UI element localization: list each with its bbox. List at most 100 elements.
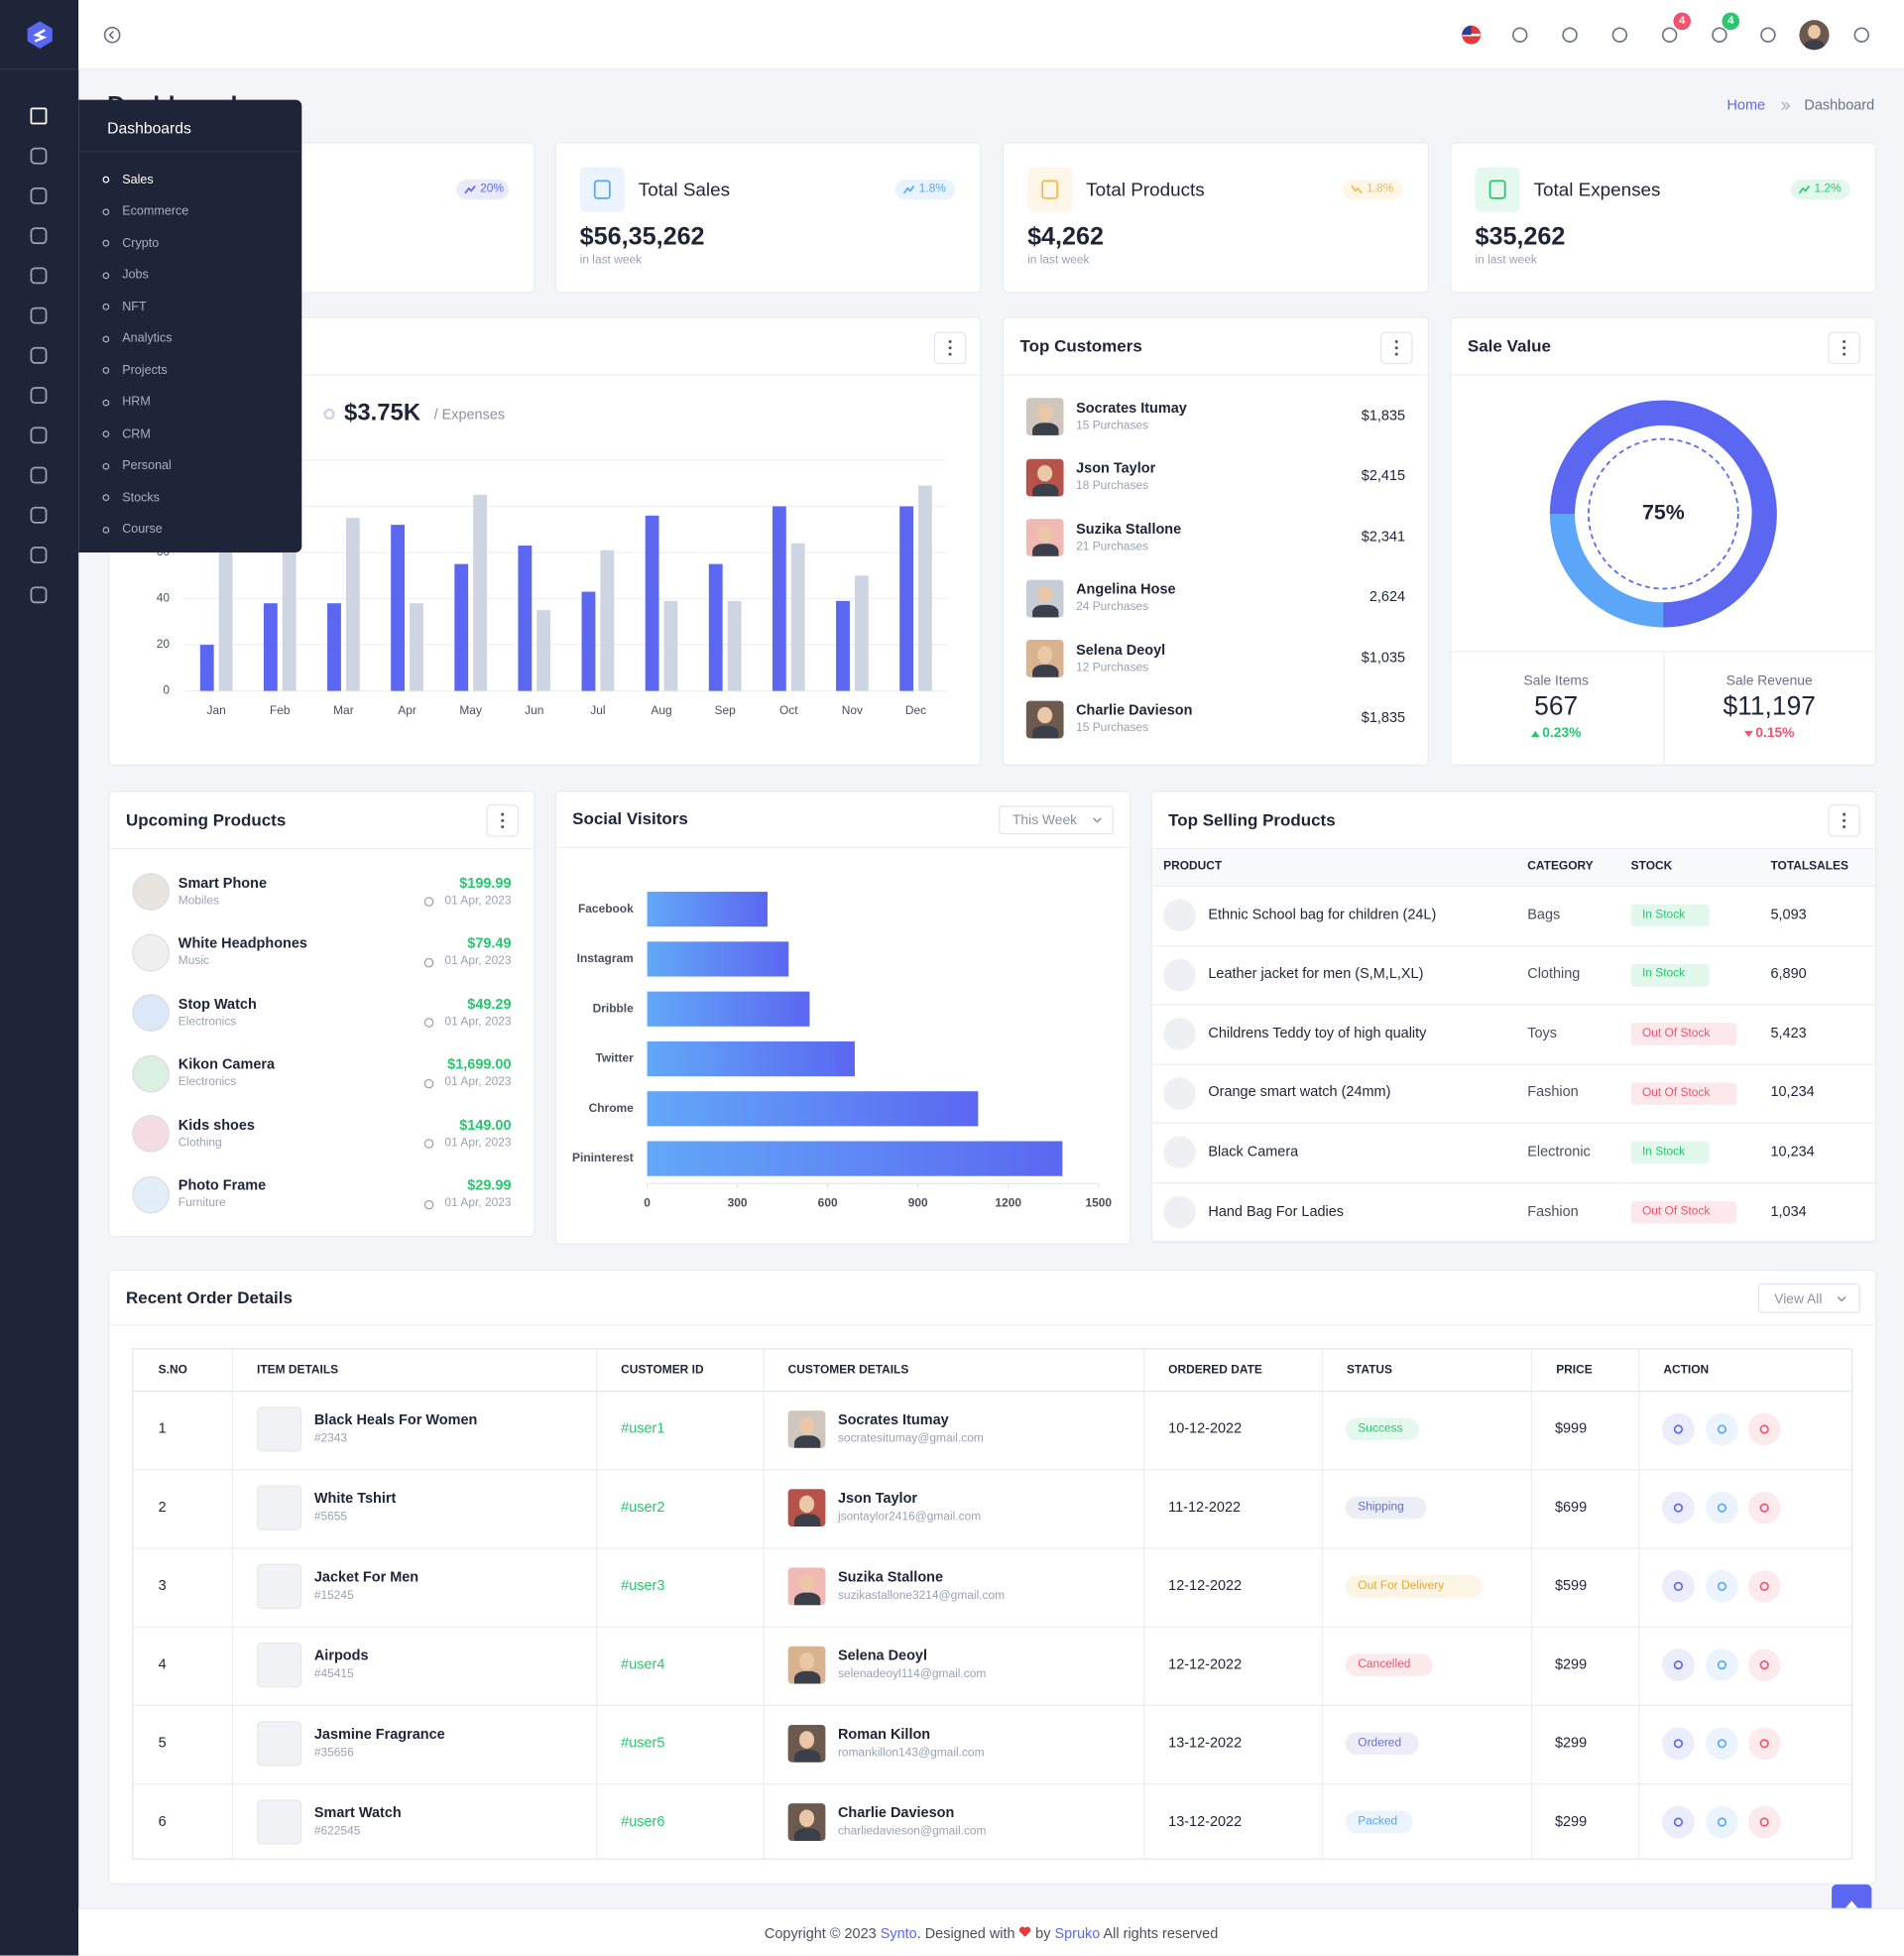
- edit-button[interactable]: [1705, 1491, 1738, 1525]
- delete-button[interactable]: [1747, 1649, 1781, 1681]
- nav-icon: [30, 107, 48, 125]
- customer-amount: 2,624: [1368, 589, 1406, 606]
- menu-item[interactable]: Analytics: [122, 331, 173, 346]
- filter-dropdown[interactable]: This Week: [999, 805, 1114, 835]
- order-number: 3: [158, 1578, 167, 1594]
- view-button[interactable]: [1662, 1727, 1695, 1761]
- bullet: [102, 334, 110, 342]
- item-thumb: [257, 1721, 302, 1767]
- avatar-face: [1037, 585, 1053, 603]
- column-header: ACTION: [1663, 1363, 1710, 1377]
- nav-icon-shape: [30, 506, 48, 524]
- dot: [1843, 352, 1846, 356]
- stat-change: 1.8%: [1367, 182, 1394, 196]
- bar: [645, 515, 659, 691]
- bar: [581, 591, 596, 691]
- clock-icon: [423, 1199, 434, 1209]
- toggle-arrow: [108, 30, 114, 40]
- item-name: Airpods: [313, 1648, 369, 1663]
- y-tick-label: 40: [157, 591, 171, 605]
- product-name: Photo Frame: [178, 1178, 267, 1194]
- menu-item[interactable]: Stocks: [122, 490, 160, 505]
- y-tick-label: Pininterest: [572, 1151, 634, 1164]
- x-tick-label: Apr: [398, 703, 416, 717]
- stat-change: 1.2%: [1814, 182, 1842, 196]
- product-date: 01 Apr, 2023: [444, 1196, 512, 1210]
- brand-link[interactable]: Synto: [880, 1926, 917, 1942]
- sale-number: 567: [1534, 692, 1579, 722]
- column-divider: [231, 1349, 234, 1859]
- product-category: Electronics: [178, 1015, 237, 1030]
- clock: [423, 957, 434, 967]
- item-id: #35656: [313, 1746, 354, 1760]
- column-header: S.NO: [158, 1363, 187, 1377]
- delete-button[interactable]: [1747, 1570, 1781, 1603]
- edit-button[interactable]: [1705, 1727, 1738, 1761]
- product-sales: 5,423: [1770, 1026, 1807, 1041]
- avatar: [787, 1410, 826, 1448]
- edit-button[interactable]: [1705, 1649, 1738, 1681]
- delete-button[interactable]: [1747, 1412, 1781, 1446]
- menu-item[interactable]: Course: [122, 522, 163, 537]
- header-icon-shape: [1712, 27, 1727, 43]
- avatar-body: [793, 1593, 820, 1606]
- sidebar: [0, 0, 79, 1956]
- menu-item[interactable]: Jobs: [122, 268, 149, 283]
- menu-item[interactable]: HRM: [122, 395, 151, 410]
- action-icon: [1717, 1739, 1726, 1749]
- view-button[interactable]: [1662, 1412, 1695, 1446]
- view-button[interactable]: [1662, 1570, 1695, 1603]
- view-button[interactable]: [1662, 1649, 1695, 1681]
- x-tick-label: 600: [818, 1196, 838, 1210]
- edit-button[interactable]: [1705, 1570, 1738, 1603]
- more-button[interactable]: [486, 804, 520, 837]
- menu-item[interactable]: Ecommerce: [122, 204, 189, 219]
- menu-bullet: [102, 239, 110, 247]
- view-all-button[interactable]: View All: [1757, 1283, 1860, 1314]
- product-price: $199.99: [459, 876, 512, 892]
- action-icon: [1673, 1581, 1684, 1591]
- view-button[interactable]: [1662, 1805, 1695, 1839]
- clock-icon: [423, 957, 434, 967]
- edit-button[interactable]: [1705, 1412, 1738, 1446]
- menu-item[interactable]: CRM: [122, 427, 151, 441]
- product-sales: 1,034: [1770, 1204, 1807, 1220]
- breadcrumb-link[interactable]: Home: [1726, 97, 1766, 114]
- product-thumb: [1163, 1195, 1196, 1229]
- header-icon-shape: [1760, 27, 1776, 43]
- order-status: Out For Delivery: [1358, 1578, 1445, 1593]
- bar: [600, 550, 615, 691]
- avatar-body: [793, 1671, 820, 1684]
- bar: [727, 600, 742, 691]
- edit-button[interactable]: [1705, 1805, 1738, 1839]
- more-button[interactable]: [1379, 331, 1413, 365]
- header-icon: [1853, 27, 1869, 43]
- nav-icon: [30, 147, 48, 165]
- delete-button[interactable]: [1747, 1727, 1781, 1761]
- sales-chart: 020406080100JanFebMarAprMayJunJulAugSepO…: [150, 452, 948, 717]
- menu-item[interactable]: Crypto: [122, 236, 160, 251]
- customer-id: #user2: [621, 1500, 665, 1516]
- avatar-face: [1037, 464, 1053, 482]
- copyright: Copyright © 2023: [764, 1926, 877, 1942]
- more-button[interactable]: [933, 331, 967, 365]
- menu-item[interactable]: NFT: [122, 300, 147, 314]
- menu-item[interactable]: Projects: [122, 363, 168, 378]
- product-price: $79.49: [467, 936, 512, 952]
- x-tick-label: 1500: [1085, 1196, 1112, 1210]
- menu-item[interactable]: Personal: [122, 458, 172, 473]
- recent-orders-card: Recent Order Details View All S.NO ITEM DET…: [108, 1270, 1877, 1885]
- change-icon: [1530, 730, 1540, 737]
- column-divider: [596, 1349, 598, 1859]
- more-button[interactable]: [1828, 804, 1860, 837]
- view-button[interactable]: [1662, 1491, 1695, 1525]
- menu-item[interactable]: Sales: [122, 173, 154, 186]
- delete-button[interactable]: [1747, 1491, 1781, 1525]
- delete-button[interactable]: [1747, 1805, 1781, 1839]
- row-divider: [133, 1546, 1852, 1549]
- company-link[interactable]: Spruko: [1054, 1926, 1101, 1942]
- product-category: Furniture: [178, 1196, 226, 1210]
- header-badge: 4: [1722, 12, 1740, 31]
- more-button[interactable]: [1828, 331, 1860, 365]
